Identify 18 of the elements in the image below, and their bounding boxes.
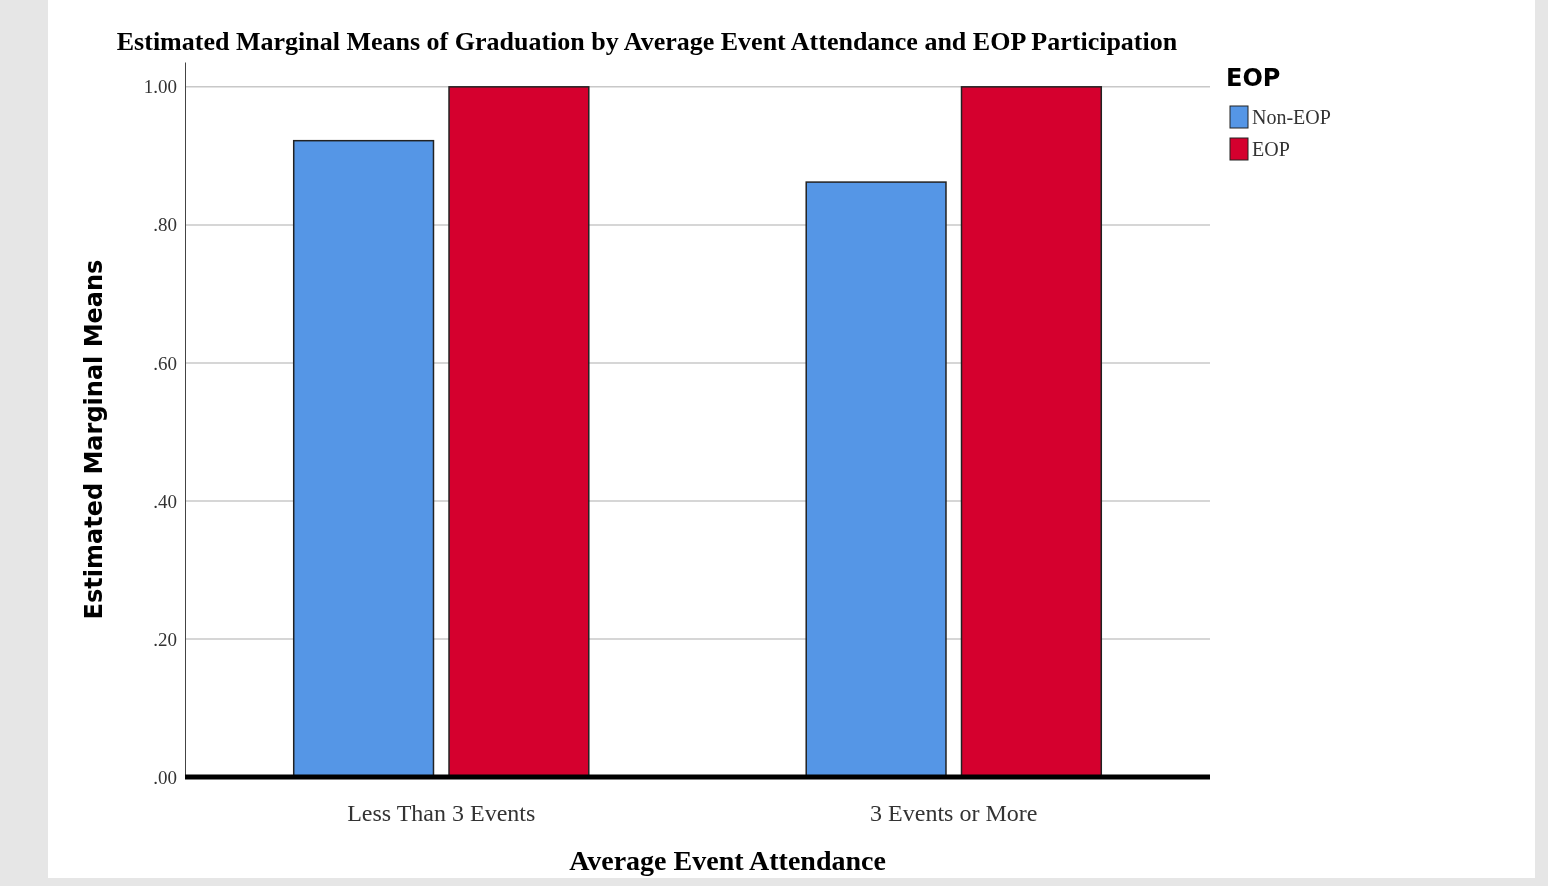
x-tick-label: Less Than 3 Events — [347, 800, 536, 826]
y-tick-label: 1.00 — [143, 76, 177, 98]
y-tick-label: .80 — [153, 214, 177, 236]
bar — [805, 181, 947, 778]
y-tick-label: .00 — [153, 766, 177, 788]
x-tick-label: 3 Events or More — [870, 800, 1038, 826]
x-axis-title: Average Event Attendance — [569, 845, 886, 876]
bar — [960, 86, 1103, 778]
bar — [448, 86, 590, 778]
y-tick-label: .40 — [153, 490, 177, 512]
bar — [292, 139, 435, 778]
y-tick-label: .20 — [153, 628, 177, 650]
chart-title: Estimated Marginal Means of Graduation by Average Event Attendance and EOP Participation — [116, 27, 1178, 56]
legend-label: EOP — [1252, 138, 1290, 160]
y-tick-label: .60 — [153, 352, 177, 374]
legend-title: EOP — [1226, 64, 1281, 92]
legend-label: Non-EOP — [1252, 106, 1331, 128]
y-axis-title: Estimated Marginal Means — [80, 259, 108, 620]
